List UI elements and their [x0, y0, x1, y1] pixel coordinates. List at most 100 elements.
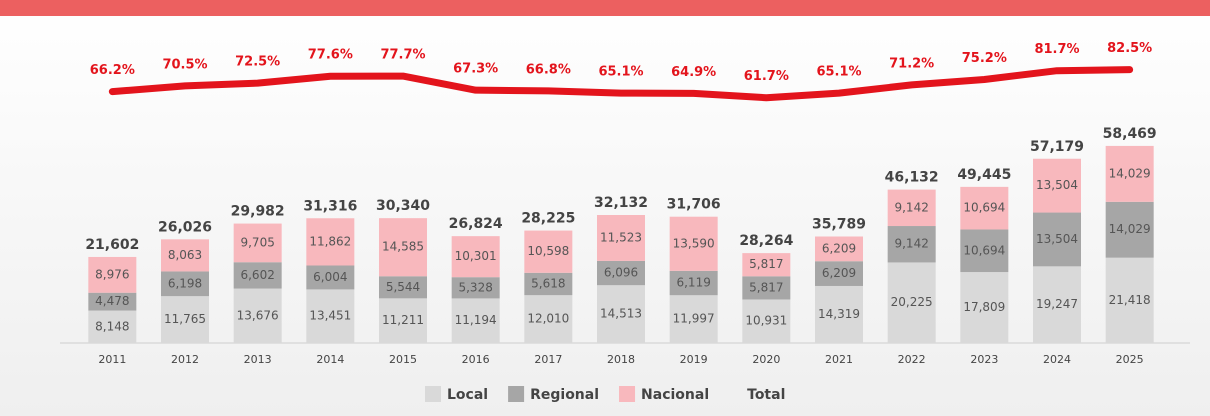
bar-segment	[742, 299, 791, 343]
segment-label: 11,523	[600, 230, 642, 244]
x-tick-label: 2012	[171, 353, 199, 366]
percent-label: 67.3%	[453, 62, 498, 77]
segment-label: 6,209	[822, 266, 856, 280]
total-label: 31,316	[303, 198, 357, 214]
segment-label: 5,328	[458, 280, 492, 294]
total-label: 28,264	[739, 233, 793, 249]
legend-label: Nacional	[641, 387, 709, 403]
segment-label: 13,676	[237, 308, 279, 322]
total-label: 28,225	[521, 211, 575, 227]
percent-label: 72.5%	[235, 55, 280, 70]
bar-segment	[960, 229, 1009, 273]
segment-label: 6,096	[604, 266, 638, 280]
percent-label: 71.2%	[889, 56, 934, 71]
total-label: 57,179	[1030, 139, 1084, 155]
bar-segment	[815, 261, 863, 286]
bar-segment	[379, 218, 427, 277]
bar-segment	[451, 298, 500, 343]
bar-segment	[815, 285, 863, 343]
segment-label: 11,194	[455, 313, 497, 327]
percent-label: 77.6%	[308, 48, 353, 63]
segment-label: 17,809	[963, 300, 1005, 314]
percent-label: 61.7%	[744, 69, 789, 84]
bar-segment	[742, 253, 791, 277]
segment-label: 11,765	[164, 312, 206, 326]
total-label: 30,340	[376, 198, 430, 214]
x-tick-label: 2018	[607, 353, 635, 366]
segment-label: 9,705	[240, 235, 274, 249]
x-tick-label: 2022	[898, 353, 926, 366]
percent-label: 66.2%	[90, 63, 135, 78]
segment-label: 6,209	[822, 241, 856, 255]
total-label: 32,132	[594, 195, 648, 211]
legend-swatch	[619, 386, 636, 402]
segment-label: 11,211	[382, 313, 424, 327]
segment-label: 10,931	[745, 314, 787, 328]
bar-segment	[88, 310, 137, 343]
bar-segment	[88, 256, 137, 293]
segment-label: 4,478	[95, 294, 129, 308]
bar-segment	[1105, 145, 1154, 202]
bar-segment	[161, 239, 209, 272]
bar-segment	[597, 260, 645, 286]
segment-label: 11,862	[309, 234, 351, 248]
segment-label: 14,585	[382, 240, 424, 254]
bar-segment	[669, 216, 718, 271]
percent-label: 70.5%	[162, 57, 207, 72]
segment-label: 13,504	[1036, 232, 1078, 246]
total-label: 26,026	[158, 219, 212, 235]
bar-segment	[887, 189, 936, 227]
segment-label: 6,602	[240, 268, 274, 282]
bar-segment	[379, 298, 427, 343]
segment-label: 8,148	[95, 319, 129, 333]
bar-segment	[597, 215, 645, 261]
segment-label: 6,119	[676, 276, 710, 290]
segment-label: 13,504	[1036, 178, 1078, 192]
bar-segment	[451, 277, 500, 299]
segment-label: 11,997	[673, 312, 715, 326]
bar-segment	[1033, 212, 1081, 267]
bar-segment	[1105, 257, 1154, 343]
x-tick-label: 2013	[244, 353, 272, 366]
total-label: 29,982	[231, 204, 285, 220]
bar-segment	[306, 265, 355, 290]
bar-segment	[887, 226, 936, 263]
segment-label: 5,817	[749, 280, 783, 294]
segment-label: 21,418	[1109, 293, 1151, 307]
x-tick-label: 2016	[462, 353, 490, 366]
bar-segment	[597, 285, 645, 343]
x-tick-label: 2015	[389, 353, 417, 366]
x-tick-label: 2020	[752, 353, 780, 366]
bar-segment	[306, 289, 355, 343]
bar-segment	[233, 288, 282, 343]
segment-label: 14,513	[600, 307, 642, 321]
total-label: 26,824	[449, 216, 503, 232]
segment-label: 8,063	[168, 248, 202, 262]
x-tick-label: 2017	[534, 353, 562, 366]
segment-label: 5,817	[749, 257, 783, 271]
segment-label: 12,010	[527, 312, 569, 326]
percent-label: 77.7%	[380, 48, 425, 63]
segment-label: 10,694	[963, 201, 1005, 215]
bar-segment	[161, 296, 209, 343]
segment-label: 10,598	[527, 244, 569, 258]
bar-segment	[524, 230, 573, 273]
total-label: 35,789	[812, 216, 866, 232]
bar-segment	[887, 262, 936, 343]
bar-segment	[233, 223, 282, 263]
bar-segment	[815, 236, 863, 262]
percent-label: 65.1%	[816, 65, 861, 80]
x-tick-label: 2021	[825, 353, 853, 366]
bar-segment	[306, 218, 355, 266]
percent-label: 64.9%	[671, 65, 716, 80]
segment-label: 5,544	[386, 280, 420, 294]
bar-segment	[451, 236, 500, 278]
percent-label: 75.2%	[962, 51, 1007, 66]
segment-label: 8,976	[95, 267, 129, 281]
segment-label: 5,618	[531, 276, 565, 290]
x-tick-label: 2024	[1043, 353, 1071, 366]
bar-segment	[1105, 201, 1154, 258]
legend-swatch	[425, 386, 441, 402]
